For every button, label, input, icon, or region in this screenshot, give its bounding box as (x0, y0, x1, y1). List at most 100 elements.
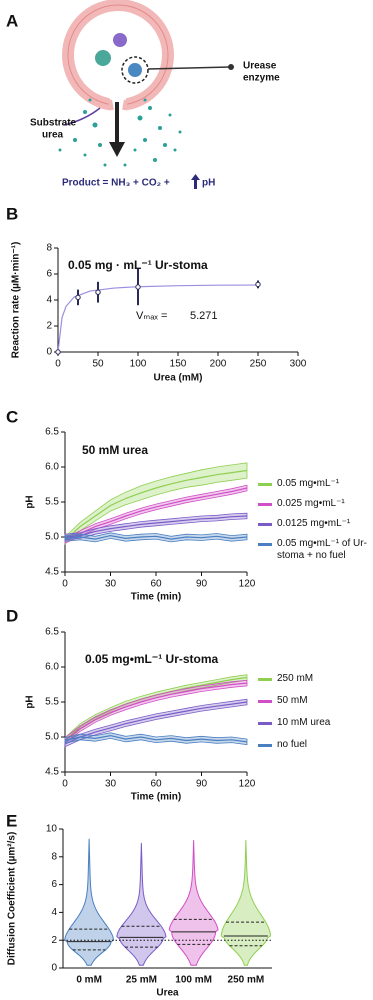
annotation-value: 5.271 (190, 310, 218, 322)
legend-label: no fuel (277, 739, 308, 750)
y-tick-label: 8 (46, 243, 52, 254)
x-tick-label: 120 (239, 579, 256, 590)
chart-title: 0.05 mg · mL⁻¹ Ur-stoma (68, 258, 208, 272)
point (55, 349, 61, 355)
point (255, 281, 261, 288)
legend-entry: 50 mM (258, 695, 368, 707)
enzyme (113, 33, 127, 47)
y-tick-label: 5.5 (45, 697, 59, 708)
y-tick-label: 5.5 (45, 497, 59, 508)
y-tick-label: 10 (46, 824, 58, 835)
series-line (64, 487, 248, 542)
series-line (64, 469, 248, 541)
urea-dots (58, 98, 182, 167)
error-band (64, 698, 248, 748)
y-tick-label: 4.5 (45, 767, 59, 778)
y-tick-label: 2 (46, 321, 52, 332)
violin (64, 838, 115, 966)
x-tick-label: 0 (62, 779, 68, 790)
y-axis-label: pH (25, 495, 36, 508)
x-axis-label: Urea (156, 988, 179, 999)
x-tick-label: 150 (170, 359, 187, 370)
pointer (147, 66, 231, 70)
panel-label: E (6, 811, 17, 830)
legend-swatch (258, 678, 272, 681)
chart-title: 50 mM urea (82, 443, 148, 457)
y-tick-label: 6 (51, 879, 57, 890)
ph-arrow (191, 174, 200, 189)
point (95, 289, 101, 295)
series-line (64, 701, 248, 745)
y-axis-label: Diffusion Coefficient (µm²/s) (7, 832, 18, 966)
legend-entry: 0.025 mg•mL⁻¹ (258, 498, 368, 510)
y-tick-label: 4 (46, 295, 52, 306)
error-band (64, 679, 248, 745)
legend-label: 0.05 mg•mL⁻¹ (277, 478, 340, 489)
legend-swatch (258, 700, 272, 703)
x-tick-label: 50 (92, 359, 104, 370)
substrate-label: urea (42, 130, 64, 141)
stoma-membrane (62, 0, 174, 111)
y-axis-label: pH (25, 695, 36, 708)
x-axis-label: Urea (mM) (154, 373, 203, 384)
legend-swatch (258, 744, 272, 747)
error-band (64, 462, 248, 545)
series-line (64, 534, 248, 540)
x-tick-label: 0 (55, 359, 61, 370)
y-tick-label: 6.5 (45, 427, 59, 438)
x-tick-label: 200 (210, 359, 227, 370)
enzyme (95, 50, 111, 66)
x-tick-label: 100 mM (175, 975, 212, 986)
y-tick-label: 0 (51, 963, 57, 974)
x-tick-label: 90 (196, 779, 208, 790)
legend-entry: no fuel (258, 739, 368, 751)
legend-label: 0.05 mg•mL⁻¹ of Ur-stoma + no fuel (277, 538, 367, 561)
legend-label: 0.0125 mg•mL⁻¹ (277, 518, 351, 529)
legend-swatch (258, 503, 272, 506)
y-tick-label: 4.5 (45, 567, 59, 578)
chart-title: 0.05 mg•mL⁻¹ Ur-stoma (85, 652, 219, 666)
x-axis-label: Time (min) (131, 592, 181, 603)
legend-swatch (258, 483, 272, 486)
legend-entry: 0.0125 mg•mL⁻¹ (258, 518, 368, 530)
x-tick-label: 25 mM (126, 975, 157, 986)
enzyme (128, 63, 142, 77)
y-tick-label: 6.5 (45, 627, 59, 638)
x-tick-label: 60 (150, 579, 162, 590)
enzyme-label: enzyme (243, 73, 280, 84)
x-tick-label: 300 (290, 359, 307, 370)
y-tick-label: 6.0 (45, 462, 59, 473)
x-tick-label: 250 mM (228, 975, 265, 986)
stoma-neck (108, 99, 114, 111)
x-axis-label: Time (min) (131, 792, 181, 803)
legend-entry: 10 mM urea (258, 717, 368, 729)
x-tick-label: 100 (130, 359, 147, 370)
panel-label: C (6, 407, 18, 426)
y-tick-label: 4 (51, 907, 57, 918)
x-tick-label: 250 (250, 359, 267, 370)
x-tick-label: 90 (196, 579, 208, 590)
violin (168, 840, 219, 966)
series-line (64, 734, 248, 743)
y-tick-label: 2 (51, 935, 57, 946)
substrate-pointer (63, 107, 101, 126)
x-tick-label: 60 (150, 779, 162, 790)
legend-swatch (258, 523, 272, 526)
x-tick-label: 0 (62, 579, 68, 590)
y-tick-label: 6.0 (45, 662, 59, 673)
legend-label: 50 mM (277, 695, 308, 706)
y-tick-label: 5.0 (45, 732, 59, 743)
stoma-neck (122, 99, 128, 111)
legend-swatch (258, 722, 272, 725)
pointer-dot (228, 64, 234, 70)
product-arrow (109, 102, 125, 157)
y-tick-label: 6 (46, 269, 52, 280)
x-tick-label: 0 mM (76, 975, 102, 986)
panel-label: B (6, 204, 18, 223)
violin (220, 840, 271, 966)
point (135, 284, 141, 290)
legend-entry: 0.05 mg•mL⁻¹ (258, 478, 368, 490)
y-tick-label: 5.0 (45, 532, 59, 543)
